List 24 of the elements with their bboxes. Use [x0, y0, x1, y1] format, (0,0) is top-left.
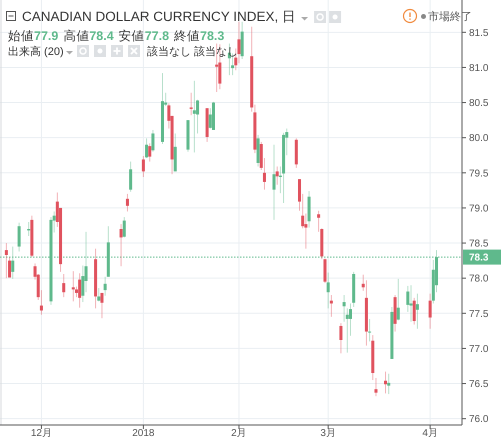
y-tick-label: 79.0 [469, 203, 489, 214]
y-tick-label: 79.5 [469, 168, 489, 180]
text: CANADIAN DOLLAR CURRENCY INDEX, 日 [22, 9, 296, 24]
y-tick-label: 76.5 [469, 379, 489, 390]
annotation: 該当なし [194, 45, 238, 58]
annotation: 市場終了 [428, 10, 472, 23]
annotation: 該当なし [147, 45, 191, 58]
y-tick-label: 80.0 [469, 133, 489, 144]
x-tick-label: 2018 [132, 428, 155, 437]
x-tick-label: 3月 [320, 428, 336, 437]
x-tick-label: 4月 [422, 428, 438, 437]
x-tick-label: 2月 [231, 428, 247, 437]
text: 始値77.9 高値78.4 安値77.8 終値78.3 [8, 28, 224, 43]
y-tick-label: 78.5 [469, 238, 489, 250]
ref-line-label: 78.3 [469, 252, 489, 264]
x-tick-label: 12月 [30, 428, 52, 437]
y-tick-label: 77.5 [469, 308, 489, 320]
y-tick-label: 80.5 [469, 98, 489, 110]
annotation: 出来高 (20) [8, 45, 64, 58]
y-tick-label: 81.0 [469, 62, 489, 74]
y-tick-label: 77.0 [469, 344, 489, 355]
y-tick-label: 78.0 [469, 274, 489, 285]
y-tick-label: 81.5 [469, 28, 489, 39]
y-tick-label: 76.0 [469, 414, 489, 426]
